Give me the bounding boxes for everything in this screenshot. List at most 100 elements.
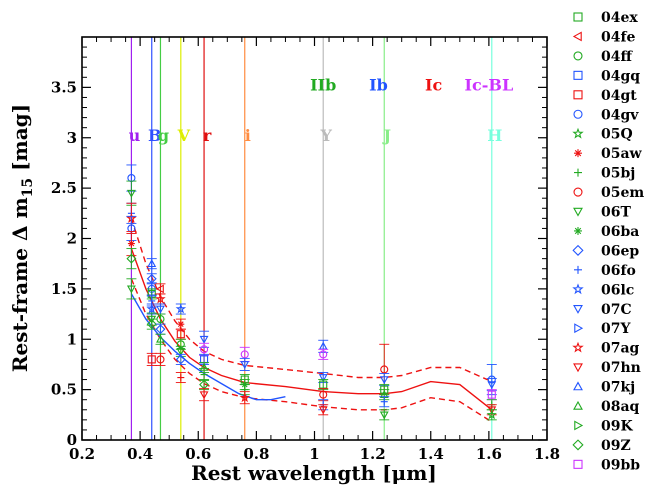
marker-circle <box>200 345 209 354</box>
legend-item-05em: 05em <box>573 185 644 201</box>
band-label-H: H <box>487 126 502 145</box>
legend-marker-square <box>573 12 583 22</box>
legend-marker-asterisk <box>574 149 582 158</box>
marker-diamond <box>155 324 166 335</box>
marker-tri-down <box>487 381 497 390</box>
y-tick-labels: 0 0.5 1 1.5 2 2.5 3 3.5 <box>51 78 77 449</box>
legend-item-05q: 05Q <box>572 127 633 143</box>
marker-tri-down <box>318 406 328 415</box>
marker-tri-down <box>199 335 209 344</box>
data-point-g-6 <box>155 352 166 366</box>
legend-item-06ba: 06ba <box>574 224 639 240</box>
legend-item-07ag: 07ag <box>572 341 640 357</box>
marker-star <box>175 303 187 314</box>
legend-label: 06fo <box>601 263 636 279</box>
type-label-ic-bl: Ic-BL <box>465 75 514 94</box>
band-label-g: g <box>158 126 169 145</box>
legend-item-07hn: 07hn <box>573 360 641 376</box>
band-label-V: V <box>177 126 191 145</box>
legend-item-05bj: 05bj <box>574 166 635 182</box>
legend-label: 04gt <box>601 88 637 104</box>
red-fit <box>130 248 493 411</box>
legend-label: 08aq <box>601 399 640 415</box>
y-tick-label: 0.5 <box>51 381 77 399</box>
y-tick-label: 1.5 <box>51 280 77 298</box>
marker-plus <box>200 371 208 379</box>
marker-star <box>239 392 250 403</box>
legend-marker-square <box>573 70 583 80</box>
data-point-Y-1 <box>318 348 329 360</box>
y-tick-label: 2.5 <box>51 179 77 197</box>
legend-marker-diamond <box>572 244 584 256</box>
data-point-g-5 <box>155 333 166 345</box>
marker-tri-left <box>155 284 164 294</box>
x-tick-labels: 0.2 0.4 0.6 0.8 1 1.2 1.4 1.6 1.8 <box>69 445 560 463</box>
data-point-V-6 <box>175 372 186 384</box>
marker-star <box>155 293 166 304</box>
data-point-u-6 <box>126 248 137 270</box>
type-label-iib: IIb <box>310 75 336 94</box>
legend-marker-tri-left <box>572 31 582 42</box>
legend-label: 07ag <box>601 341 640 357</box>
band-label-B: B <box>148 126 162 145</box>
data-point-V-0 <box>175 303 187 315</box>
legend-label: 05em <box>601 185 644 201</box>
type-label-ib: Ib <box>369 75 388 94</box>
legend-marker-tri-down <box>573 207 583 217</box>
data-point-r-6 <box>199 388 210 402</box>
x-tick-label: 1 <box>309 445 319 463</box>
legend-marker-square <box>573 90 583 100</box>
data-point-H-5 <box>486 409 497 421</box>
legend-marker-tri-right <box>574 420 584 431</box>
legend-label: 07hn <box>601 360 641 376</box>
band-label-J: J <box>381 126 391 145</box>
legend-item-04gv: 04gv <box>573 107 639 123</box>
data-point-V-4 <box>175 345 186 357</box>
y-tick-label: 3 <box>67 129 77 147</box>
x-axis-label: Rest wavelength [μm] <box>191 461 437 485</box>
marker-diamond <box>146 319 157 330</box>
legend-label: 09bb <box>601 457 640 473</box>
legend-label: 05aw <box>601 146 643 162</box>
legend-item-04ex: 04ex <box>573 10 638 26</box>
legend-label: 04gq <box>601 68 640 84</box>
legend-item-04gt: 04gt <box>573 88 637 104</box>
marker-circle <box>156 315 165 324</box>
legend-label: 09Z <box>601 438 631 454</box>
legend-item-09k: 09K <box>574 418 633 434</box>
legend-item-06lc: 06lc <box>572 282 634 298</box>
legend-label: 05bj <box>601 166 635 182</box>
marker-circle <box>156 355 165 364</box>
data-point-Y-3 <box>318 379 329 391</box>
legend-item-04ff: 04ff <box>573 49 633 65</box>
marker-square <box>487 390 496 399</box>
data-point-B-8 <box>146 352 157 366</box>
legend-marker-circle <box>573 51 583 61</box>
x-tick-label: 1.8 <box>534 445 560 463</box>
legend-item-09z: 09Z <box>572 438 631 454</box>
type-labels: IIb Ib Ic Ic-BL <box>310 75 513 94</box>
marker-circle <box>240 350 249 359</box>
marker-circle <box>319 350 328 359</box>
axes <box>81 36 548 441</box>
data-point-B-0 <box>146 258 157 270</box>
data-point-H-2 <box>486 389 497 401</box>
legend-marker-circle <box>573 187 583 197</box>
data-point-V-5 <box>175 353 186 365</box>
type-label-ic: Ic <box>425 75 442 94</box>
legend-marker-plus <box>574 168 582 177</box>
x-tick-label: 1.6 <box>476 445 502 463</box>
marker-tri-down <box>379 411 389 420</box>
marker-tri-down <box>126 189 136 198</box>
marker-tri-up <box>147 259 157 268</box>
legend-item-06fo: 06fo <box>574 263 636 279</box>
marker-plus <box>177 374 185 382</box>
red-fit-upper <box>130 218 493 383</box>
legend-item-05aw: 05aw <box>574 146 643 162</box>
marker-tri-down <box>240 361 250 370</box>
x-tick-label: 1.4 <box>418 445 444 463</box>
data-point-Y-6 <box>318 404 329 416</box>
legend-item-04gq: 04gq <box>573 68 640 84</box>
